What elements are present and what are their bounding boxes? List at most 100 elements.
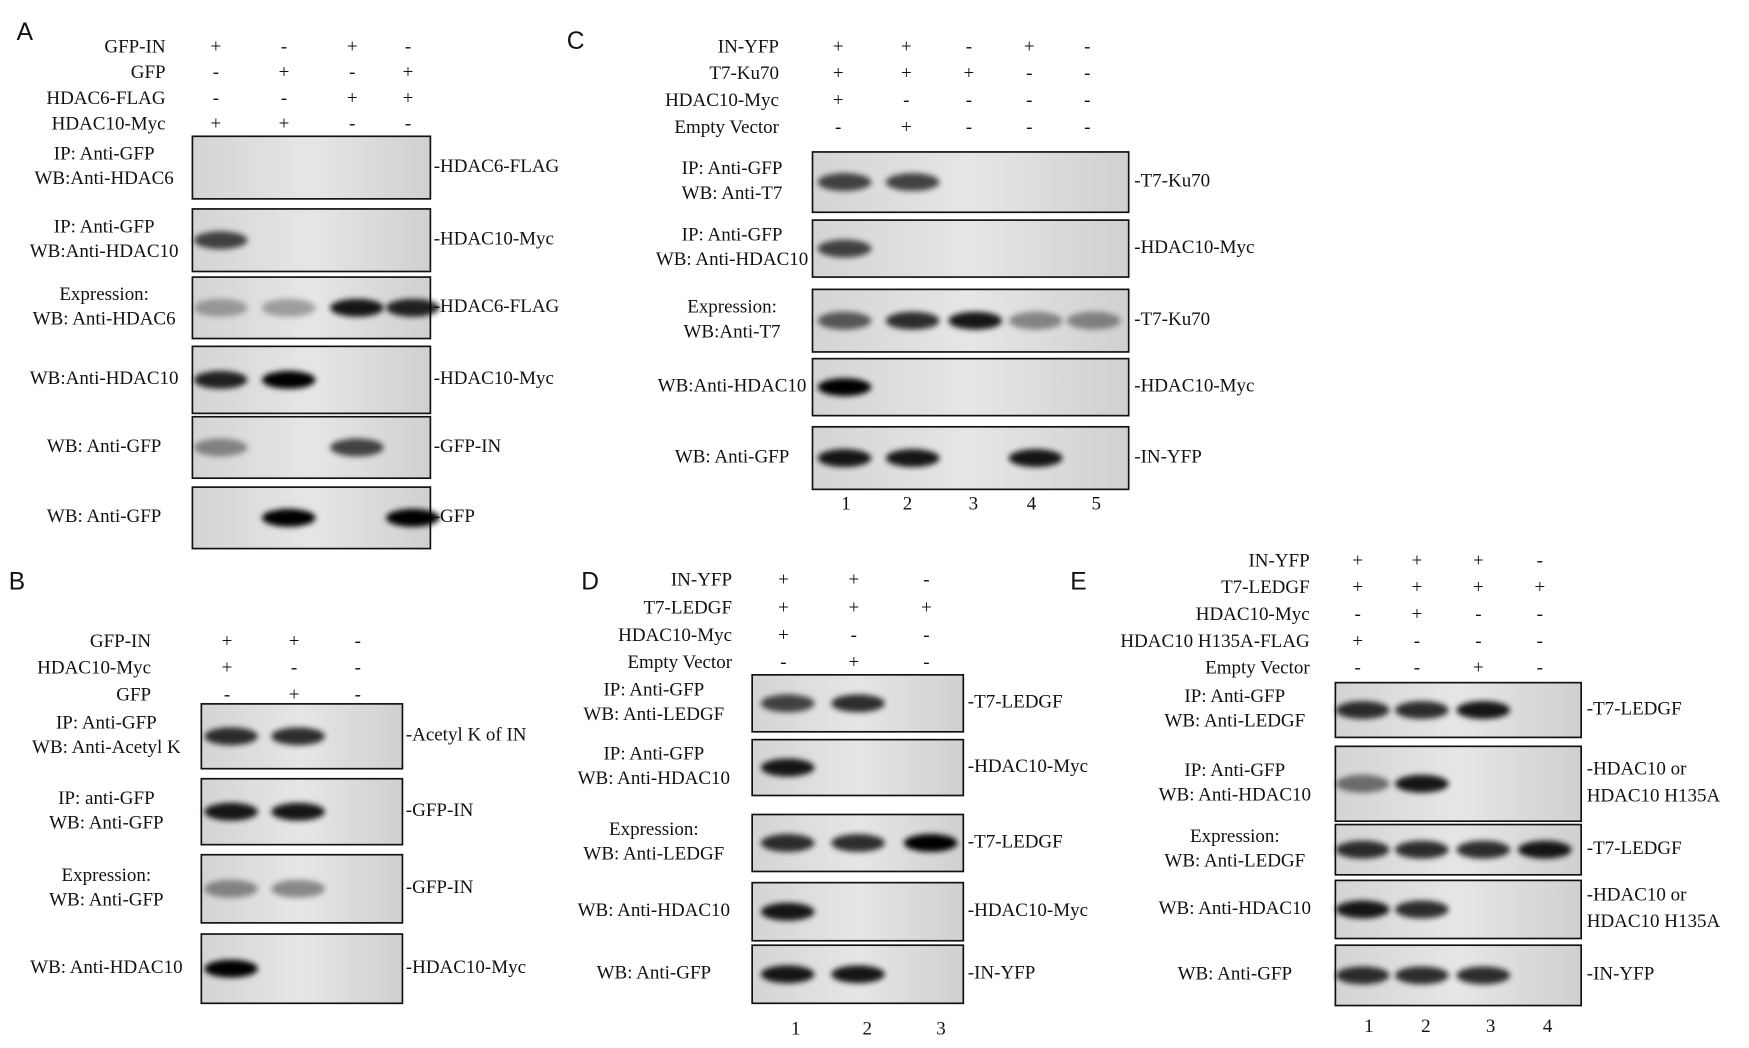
band	[1008, 311, 1063, 330]
band	[903, 834, 958, 852]
blot-label: WB: Anti-Acetyl K	[32, 737, 181, 758]
blot-label: IP: Anti-GFP	[56, 712, 157, 733]
condition-sign: +	[347, 88, 358, 109]
blot-target: -IN-YFP	[1134, 446, 1202, 467]
condition-sign: +	[921, 597, 932, 618]
condition-sign: -	[291, 658, 297, 679]
blot-target: -HDAC10 or	[1587, 884, 1687, 905]
blot-label: IP: Anti-GFP	[682, 158, 783, 179]
condition-sign: -	[224, 684, 230, 705]
condition-sign: -	[851, 625, 857, 646]
blot-label: Expression:	[1190, 826, 1280, 847]
condition-sign: +	[211, 36, 222, 57]
condition-sign: +	[222, 658, 233, 679]
blot-target: -T7-Ku70	[1134, 170, 1210, 191]
blot-label: IP: anti-GFP	[58, 788, 155, 809]
condition-name: T7-LEDGF	[1221, 577, 1310, 598]
blot-label: WB:Anti-HDAC10	[30, 241, 179, 262]
blot-label: IP: Anti-GFP	[54, 144, 155, 165]
band	[1456, 966, 1511, 985]
condition-sign: -	[835, 117, 841, 138]
condition-sign: +	[1534, 577, 1545, 598]
condition-sign: -	[1084, 117, 1090, 138]
condition-sign: -	[1084, 90, 1090, 111]
blot-target: -HDAC10-Myc	[1134, 375, 1254, 396]
condition-sign: -	[1537, 658, 1543, 679]
lane-number: 5	[1092, 493, 1102, 514]
blot-label: IP: Anti-GFP	[603, 744, 704, 765]
band	[1456, 840, 1511, 859]
blot-target: -HDAC10-Myc	[1134, 237, 1254, 258]
band	[831, 694, 885, 713]
condition-name: GFP	[131, 62, 166, 83]
blot-label: WB:Anti-HDAC10	[658, 375, 807, 396]
condition-name: GFP-IN	[90, 631, 151, 652]
condition-sign: +	[1412, 577, 1423, 598]
band	[1395, 701, 1449, 719]
band	[1456, 701, 1511, 719]
condition-sign: +	[1473, 658, 1484, 679]
blot-target: -GFP-IN	[406, 800, 474, 821]
blot-label: WB: Anti-HDAC10	[30, 957, 182, 978]
band	[261, 298, 316, 317]
band	[1395, 774, 1449, 793]
condition-sign: -	[1026, 117, 1032, 138]
blot-label: WB: Anti-GFP	[675, 446, 789, 467]
band	[330, 438, 384, 457]
condition-sign: +	[1412, 550, 1423, 571]
band	[760, 758, 815, 777]
blot-label: WB: Anti-HDAC10	[1159, 898, 1311, 919]
band	[948, 311, 1003, 330]
band	[330, 298, 384, 317]
condition-sign: -	[1475, 604, 1481, 625]
condition-sign: +	[1412, 604, 1423, 625]
condition-sign: +	[279, 62, 290, 83]
condition-name: Empty Vector	[1205, 658, 1310, 679]
condition-sign: -	[903, 90, 909, 111]
condition-sign: -	[1026, 90, 1032, 111]
lane-number: 1	[791, 1018, 801, 1039]
condition-sign: +	[403, 62, 414, 83]
band	[271, 727, 325, 746]
condition-sign: +	[1352, 550, 1363, 571]
condition-sign: +	[403, 88, 414, 109]
blot-label: WB:Anti-HDAC10	[30, 368, 179, 389]
band	[1335, 840, 1390, 859]
band	[760, 834, 815, 852]
blot-label: WB: Anti-T7	[682, 183, 783, 204]
band	[193, 370, 248, 389]
blot-label: IP: Anti-GFP	[54, 216, 155, 237]
blot-label: IP: Anti-GFP	[1184, 760, 1285, 781]
blot-target: -GFP-IN	[434, 436, 502, 457]
lane-number: 2	[903, 493, 913, 514]
band	[1066, 311, 1121, 330]
condition-sign: +	[848, 652, 859, 673]
condition-name: Empty Vector	[627, 652, 732, 673]
condition-name: HDAC10 H135A-FLAG	[1120, 631, 1310, 652]
blot-label: Expression:	[609, 819, 699, 840]
condition-sign: -	[349, 62, 355, 83]
panel-letter: E	[1070, 569, 1086, 596]
condition-name: HDAC10-Myc	[1196, 604, 1310, 625]
condition-sign: +	[901, 36, 912, 57]
band	[261, 508, 316, 527]
condition-sign: -	[923, 625, 929, 646]
condition-name: T7-LEDGF	[643, 597, 732, 618]
blot-label: WB: Anti-GFP	[49, 889, 163, 910]
blot-target: -Acetyl K of IN	[406, 725, 527, 746]
lane-number: 3	[1486, 1016, 1496, 1037]
panel-letter: B	[9, 569, 25, 596]
condition-sign: -	[1414, 658, 1420, 679]
condition-sign: -	[405, 113, 411, 134]
condition-sign: -	[966, 36, 972, 57]
band	[1395, 840, 1449, 859]
condition-name: HDAC10-Myc	[52, 113, 166, 134]
band	[817, 449, 872, 468]
blot-label: Expression:	[59, 284, 149, 305]
condition-sign: +	[901, 117, 912, 138]
condition-sign: +	[279, 113, 290, 134]
blot-label: WB: Anti-HDAC10	[656, 249, 808, 270]
condition-sign: -	[966, 117, 972, 138]
condition-sign: -	[1537, 631, 1543, 652]
blot-target: -T7-LEDGF	[968, 831, 1063, 852]
